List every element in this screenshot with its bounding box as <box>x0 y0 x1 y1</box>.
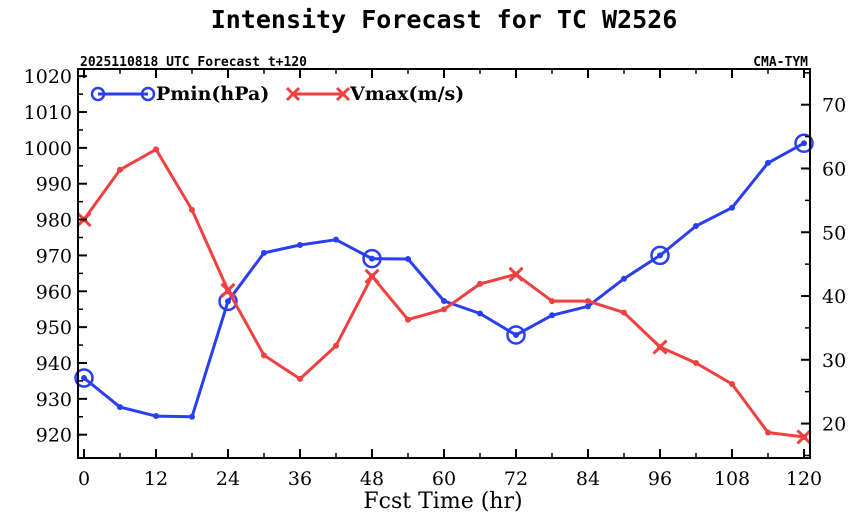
x-tick-label: 72 <box>504 468 528 490</box>
forecast-time-label: 2025110818 UTC Forecast t+120 <box>80 55 307 70</box>
right-tick-label: 20 <box>822 414 846 436</box>
left-tick-label: 1000 <box>24 138 72 160</box>
pmin-data-point <box>81 375 87 382</box>
left-tick-label: 920 <box>36 425 72 447</box>
right-tick-label: 40 <box>822 286 846 308</box>
x-axis-title: Fcst Time (hr) <box>363 489 522 514</box>
pmin-marker-circle <box>362 248 382 269</box>
vmax-data-point <box>765 429 771 436</box>
vmax-series-line <box>82 147 805 439</box>
left-tick-label: 1020 <box>24 66 72 88</box>
x-tick-label: 48 <box>360 468 384 490</box>
vmax-marker-x <box>508 266 524 282</box>
vmax-marker-x <box>364 268 380 284</box>
vmax-data-point <box>441 306 447 313</box>
vmax-data-point <box>585 298 591 305</box>
right-tick-label: 70 <box>822 95 846 117</box>
vmax-marker-x <box>220 282 236 298</box>
legend: Pmin(hPa) Vmax(m/s) <box>90 83 464 105</box>
pmin-data-point <box>549 312 555 319</box>
left-tick-label: 950 <box>36 317 72 339</box>
x-tick-label: 60 <box>432 468 456 490</box>
vmax-data-point <box>621 309 627 316</box>
pmin-data-point <box>189 413 195 420</box>
pmin-data-point <box>225 298 231 305</box>
vmax-data-point <box>477 280 483 287</box>
left-tick-label: 990 <box>36 174 72 196</box>
vmax-data-point <box>729 381 735 388</box>
pmin-data-point <box>405 256 411 263</box>
legend-vmax-label: Vmax(m/s) <box>349 83 464 105</box>
pmin-marker-circle <box>74 368 94 388</box>
legend-pmin-marker-left <box>90 86 106 102</box>
left-tick-label: 980 <box>36 210 72 232</box>
left-tick-label: 1010 <box>24 102 72 124</box>
pmin-data-point <box>477 310 483 317</box>
model-name-label: CMA-TYM <box>753 55 808 70</box>
vmax-data-point <box>297 375 303 382</box>
pmin-data-point <box>585 303 591 310</box>
left-tick-label: 960 <box>36 281 72 303</box>
pmin-series-line <box>83 141 805 419</box>
right-tick-label: 50 <box>822 222 846 244</box>
legend-pmin-label: Pmin(hPa) <box>156 83 269 105</box>
x-tick-label: 108 <box>714 468 750 490</box>
pmin-data-point <box>801 140 807 147</box>
x-tick-label: 24 <box>216 468 240 490</box>
pmin-marker-circle <box>650 245 670 266</box>
vmax-data-point <box>693 359 699 366</box>
pmin-data-point <box>117 404 123 411</box>
pmin-marker-circle <box>794 133 814 153</box>
pmin-data-point <box>657 252 663 259</box>
pmin-data-point <box>369 255 375 262</box>
vmax-marker-x <box>796 429 812 445</box>
vmax-marker-x <box>652 339 668 355</box>
pmin-marker-circle <box>506 325 526 345</box>
vmax-data-point <box>189 206 195 213</box>
vmax-data-point <box>333 342 339 349</box>
legend-pmin-marker-right <box>140 86 156 102</box>
vmax-data-point <box>117 166 123 173</box>
vmax-data-point <box>261 352 267 359</box>
x-tick-label: 36 <box>288 468 312 490</box>
pmin-data-point <box>297 242 303 249</box>
x-tick-label: 84 <box>576 468 600 490</box>
x-tick-label: 12 <box>144 468 168 490</box>
x-tick-label: 96 <box>648 468 672 490</box>
pmin-data-point <box>513 332 519 339</box>
vmax-data-point <box>153 146 159 153</box>
pmin-data-point <box>441 297 447 304</box>
plot-frame <box>77 68 811 459</box>
x-tick-label: 0 <box>78 468 90 490</box>
legend-vmax-marker-left <box>285 86 301 102</box>
left-tick-label: 930 <box>36 389 72 411</box>
pmin-data-point <box>261 249 267 256</box>
pmin-data-point <box>729 204 735 211</box>
pmin-data-point <box>333 236 339 243</box>
right-tick-label: 60 <box>822 158 846 180</box>
x-tick-label: 120 <box>786 468 822 490</box>
pmin-data-point <box>693 223 699 230</box>
chart-title: Intensity Forecast for TC W2526 <box>211 5 678 34</box>
pmin-data-point <box>153 413 159 420</box>
right-tick-label: 30 <box>822 350 846 372</box>
pmin-data-point <box>621 275 627 282</box>
vmax-data-point <box>405 316 411 323</box>
legend-vmax-marker-right <box>335 86 351 102</box>
vmax-data-point <box>549 298 555 305</box>
left-tick-label: 970 <box>36 245 72 267</box>
left-tick-label: 940 <box>36 353 72 375</box>
pmin-data-point <box>765 159 771 166</box>
